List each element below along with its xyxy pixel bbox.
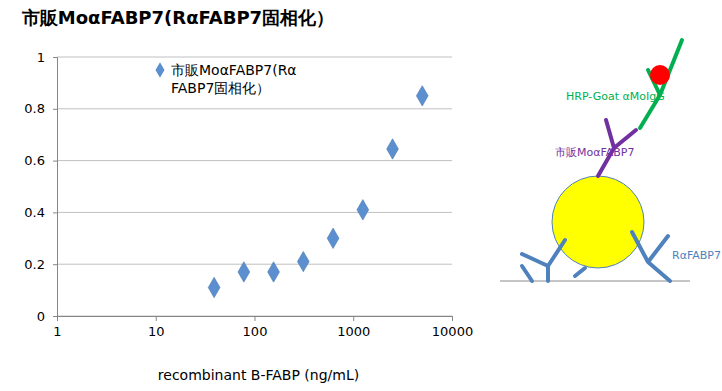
x-tick-mark — [353, 316, 354, 321]
y-tick-mark — [53, 161, 57, 162]
x-axis-title: recombinant B-FABP (ng/mL) — [158, 367, 359, 383]
y-tick: 0 — [37, 309, 57, 324]
y-tick-mark — [53, 264, 57, 265]
hrp-label — [650, 65, 670, 85]
x-tick: 10000 — [432, 316, 473, 339]
diagram — [500, 40, 690, 281]
x-tick-mark — [156, 316, 157, 321]
title: 市販MoαFABP7(RαFABP7固相化） — [21, 7, 334, 28]
plate-surface — [500, 281, 690, 282]
grid-line — [57, 57, 452, 58]
y-tick: 0.6 — [24, 153, 57, 168]
y-tick-label: 0.6 — [24, 153, 45, 168]
x-tick-label: 10 — [148, 324, 165, 339]
x-tick: 100 — [243, 316, 268, 339]
y-tick-label: 0.8 — [24, 101, 45, 116]
capture-antibody — [522, 240, 565, 281]
grid-line — [57, 160, 452, 161]
y-tick: 1 — [37, 50, 57, 65]
y-tick-mark — [53, 212, 57, 213]
y-axis: 0 0.2 0.4 0.6 0.8 1 — [24, 50, 57, 324]
point — [357, 200, 369, 220]
y-tick: 0.4 — [24, 205, 57, 220]
secondary-antibody — [640, 40, 682, 128]
x-tick: 10 — [148, 316, 165, 339]
point — [387, 139, 399, 159]
x-axis: 1 10 100 1000 10000 — [53, 316, 473, 339]
x-tick-mark — [452, 316, 453, 321]
y-tick: 0.8 — [24, 101, 57, 116]
x-axis-line — [58, 317, 453, 322]
y-tick-mark — [53, 109, 57, 110]
x-tick-mark — [255, 316, 256, 321]
legend-marker — [156, 62, 165, 78]
chart: 1 10 100 1000 10000 0 0.2 0.4 0.6 0.8 1 市販MoαFABP7(… — [0, 0, 722, 391]
point — [327, 228, 339, 248]
point — [268, 262, 280, 282]
points — [208, 86, 428, 298]
point — [208, 277, 220, 297]
y-tick-mark — [53, 57, 57, 58]
x-tick: 1 — [53, 316, 61, 339]
antigen — [552, 176, 644, 268]
capture-antibody — [575, 268, 585, 276]
point — [416, 86, 428, 106]
x-tick-label: 10000 — [432, 324, 473, 339]
point — [297, 251, 309, 271]
y-tick-mark — [53, 316, 57, 317]
annotation: HRP-Goat αMoIgG — [566, 90, 665, 103]
point — [238, 262, 250, 282]
grid-line — [57, 264, 452, 265]
legend: 市販MoαFABP7(RαFABP7固相化） — [156, 62, 297, 96]
capture-antibody — [522, 266, 532, 281]
grid — [57, 57, 452, 316]
grid-line — [57, 212, 452, 213]
y-tick: 0.2 — [24, 257, 57, 272]
x-tick: 1000 — [337, 316, 370, 339]
grid-line — [57, 108, 452, 109]
y-tick-label: 0 — [37, 309, 45, 324]
legend-label: 市販MoαFABP7(RαFABP7固相化） — [171, 62, 297, 96]
y-tick-label: 1 — [37, 50, 45, 65]
y-tick-label: 0.4 — [24, 205, 45, 220]
annotation: 市販MoαFABP7 — [555, 146, 635, 159]
y-tick-label: 0.2 — [24, 257, 45, 272]
annotation: RαFABP7 — [672, 249, 721, 262]
capture-antibody — [632, 232, 670, 281]
x-tick-label: 1000 — [337, 324, 370, 339]
x-tick-label: 100 — [243, 324, 268, 339]
y-axis-line — [53, 58, 58, 317]
x-tick-label: 1 — [53, 324, 61, 339]
